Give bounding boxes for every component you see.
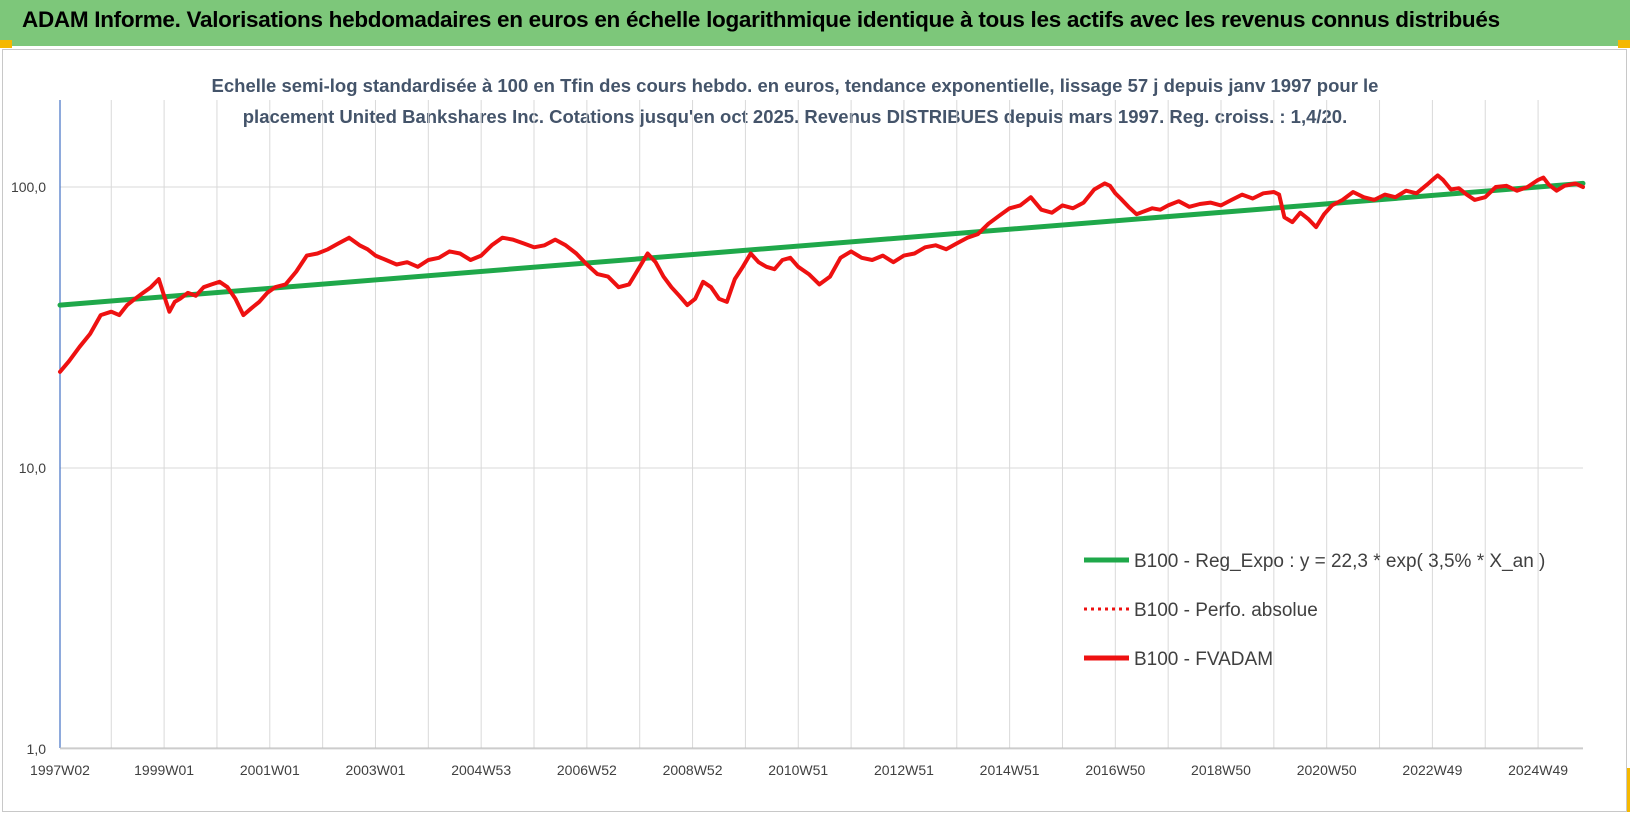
x-tick-label: 2014W51: [980, 762, 1040, 778]
x-tick-label: 2003W01: [346, 762, 406, 778]
title-banner: ADAM Informe. Valorisations hebdomadaire…: [0, 0, 1630, 46]
legend-label: B100 - Perfo. absolue: [1134, 600, 1318, 621]
corner-marker-top-left: [0, 40, 12, 48]
corner-marker-top-right: [1618, 40, 1630, 48]
banner-title: ADAM Informe. Valorisations hebdomadaire…: [22, 7, 1500, 32]
fvadam-line: [58, 173, 1585, 374]
axes: [59, 100, 1583, 749]
x-tick-label: 1997W02: [30, 762, 90, 778]
series-lines: [57, 173, 1586, 374]
x-tick-label: 2006W52: [557, 762, 617, 778]
x-tick-label: 2008W52: [663, 762, 723, 778]
legend: B100 - Reg_Expo : y = 22,3 * exp( 3,5% *…: [1084, 551, 1545, 670]
legend-label: B100 - Reg_Expo : y = 22,3 * exp( 3,5% *…: [1134, 551, 1545, 572]
x-tick-label: 2004W53: [451, 762, 511, 778]
x-axis-tick-labels: 1997W02 1999W01 2001W01 2003W01 2004W53 2006W…: [30, 762, 1568, 778]
chart-title: Echelle semi-log standardisée à 100 en T…: [140, 70, 1450, 132]
x-tick-label: 2010W51: [768, 762, 828, 778]
chart-title-line-1: Echelle semi-log standardisée à 100 en T…: [211, 75, 1379, 96]
chart-area: [2, 49, 1627, 812]
x-tick-label: 2024W49: [1508, 762, 1568, 778]
x-tick-label: 2018W50: [1191, 762, 1251, 778]
gridlines: [60, 100, 1583, 750]
x-tick-label: 2022W49: [1402, 762, 1462, 778]
x-tick-label: 2020W50: [1297, 762, 1357, 778]
y-tick-label: 1,0: [27, 741, 47, 757]
x-tick-label: 2001W01: [240, 762, 300, 778]
y-tick-label: 10,0: [19, 460, 46, 476]
chart-title-line-2: placement United Bankshares Inc. Cotatio…: [242, 106, 1348, 127]
x-tick-label: 2016W50: [1085, 762, 1145, 778]
corner-marker-bottom-right: [1624, 768, 1630, 812]
y-axis-tick-labels: 1,0 10,0 100,0: [11, 179, 46, 757]
y-tick-label: 100,0: [11, 179, 46, 195]
x-tick-label: 1999W01: [134, 762, 194, 778]
x-tick-label: 2012W51: [874, 762, 934, 778]
regression-line: [57, 180, 1586, 308]
legend-label: B100 - FVADAM: [1134, 649, 1273, 670]
